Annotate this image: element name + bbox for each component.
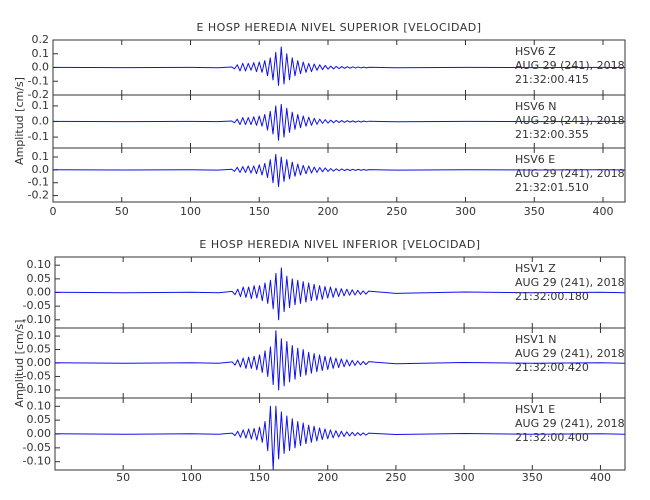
trace [52, 103, 626, 141]
y-tick-label: -0.2 [28, 88, 49, 101]
y-tick-label: 0.1 [32, 47, 50, 60]
x-tick-label: 350 [522, 471, 543, 484]
x-tick-label: 150 [249, 471, 270, 484]
trace-label: AUG 29 (241), 2018 [515, 276, 625, 289]
chart-title: E HOSP HEREDIA NIVEL INFERIOR [VELOCIDAD… [199, 238, 480, 251]
x-tick-label: 300 [455, 205, 476, 218]
y-tick-label: 0.05 [27, 272, 52, 285]
trace-label: HSV6 E [515, 153, 555, 166]
x-tick-label: 100 [180, 205, 201, 218]
x-tick-label: 250 [385, 471, 406, 484]
y-tick-label: 0.0 [32, 115, 50, 128]
y-tick-label: 0.10 [27, 258, 52, 271]
trace-label: HSV6 N [515, 100, 557, 113]
y-tick-label: -0.10 [23, 313, 51, 326]
y-tick-label: -0.10 [23, 383, 51, 396]
trace-label: AUG 29 (241), 2018 [515, 59, 625, 72]
y-tick-label: -0.05 [23, 299, 51, 312]
trace-label: 21:32:00.180 [515, 290, 589, 303]
trace [52, 46, 626, 86]
x-tick-label: 0 [50, 205, 57, 218]
x-tick-label: 400 [593, 205, 614, 218]
trace-label: AUG 29 (241), 2018 [515, 347, 625, 360]
trace-label: HSV1 Z [515, 262, 556, 275]
y-tick-label: -0.1 [28, 130, 49, 143]
trace-label: 21:32:00.420 [515, 361, 589, 374]
x-tick-label: 250 [386, 205, 407, 218]
trace-label: 21:32:00.400 [515, 431, 589, 444]
y-tick-label: -0.2 [28, 189, 49, 202]
y-tick-label: -0.10 [23, 455, 51, 468]
trace [54, 330, 626, 391]
y-tick-label: 0.00 [27, 427, 52, 440]
trace-label: 21:32:00.355 [515, 128, 589, 141]
trace [52, 153, 626, 188]
y-tick-label: 0.05 [27, 343, 52, 356]
y-tick-label: 0.10 [27, 399, 52, 412]
y-tick-label: -0.1 [28, 176, 49, 189]
y-tick-label: 0.1 [32, 150, 50, 163]
x-tick-label: 200 [318, 205, 339, 218]
trace-label: AUG 29 (241), 2018 [515, 114, 625, 127]
y-tick-label: -0.05 [23, 441, 51, 454]
y-tick-label: -0.05 [23, 369, 51, 382]
y-tick-label: -0.1 [28, 74, 49, 87]
x-tick-label: 200 [317, 471, 338, 484]
trace-label: AUG 29 (241), 2018 [515, 417, 625, 430]
x-tick-label: 50 [115, 205, 129, 218]
trace-label: AUG 29 (241), 2018 [515, 167, 625, 180]
y-axis-label: Amplitud [cm/s] [13, 320, 26, 408]
trace-label: HSV1 N [515, 333, 557, 346]
y-tick-label: 0.00 [27, 286, 52, 299]
x-tick-label: 50 [116, 471, 130, 484]
trace-label: HSV6 Z [515, 45, 556, 58]
y-tick-label: 0.2 [32, 33, 50, 46]
trace-label: HSV1 E [515, 403, 555, 416]
x-tick-label: 150 [249, 205, 270, 218]
y-tick-label: 0.0 [32, 61, 50, 74]
chart-title: E HOSP HEREDIA NIVEL SUPERIOR [VELOCIDAD… [196, 21, 481, 34]
x-tick-label: 350 [524, 205, 545, 218]
y-tick-label: 0.10 [27, 329, 52, 342]
x-tick-label: 400 [590, 471, 611, 484]
x-tick-label: 100 [181, 471, 202, 484]
y-tick-label: 0.0 [32, 163, 50, 176]
panel-frame [52, 147, 626, 203]
y-tick-label: 0.05 [27, 413, 52, 426]
trace [54, 267, 626, 321]
x-tick-label: 300 [454, 471, 475, 484]
y-tick-label: 0.1 [32, 99, 50, 112]
trace-label: 21:32:01.510 [515, 181, 589, 194]
trace [54, 405, 626, 471]
y-tick-label: 0.00 [27, 356, 52, 369]
y-axis-label: Amplitud [cm/s] [13, 77, 26, 165]
trace-label: 21:32:00.415 [515, 73, 589, 86]
